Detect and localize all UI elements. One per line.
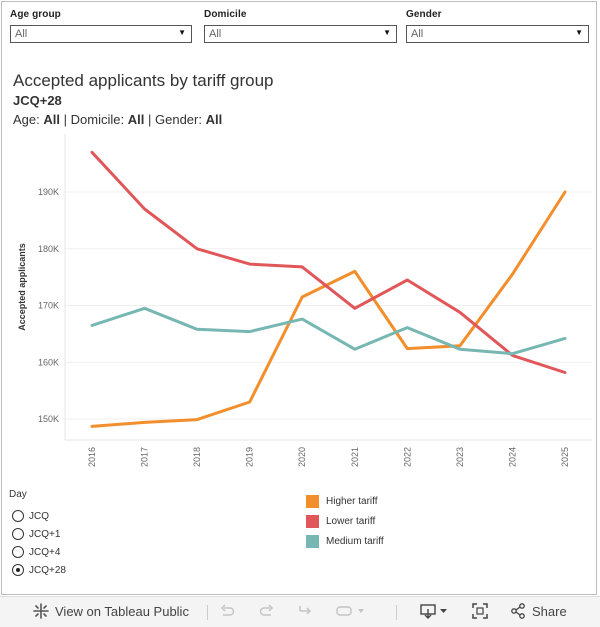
day-option-label: JCQ: [29, 510, 49, 522]
series-line-higher-tariff[interactable]: [90, 190, 567, 428]
fullscreen-icon: [472, 603, 488, 619]
line-chart[interactable]: Accepted applicants 150K 160K 170K 180K 190K…: [0, 0, 600, 480]
view-on-tableau-public-label: View on Tableau Public: [55, 603, 189, 619]
gender-filter[interactable]: Gender All ▼: [406, 9, 589, 43]
x-tick-label: 2021: [350, 447, 360, 467]
y-tick-label: 170K: [38, 301, 59, 311]
age-group-filter[interactable]: Age group All ▼: [10, 9, 192, 43]
y-tick-label: 190K: [38, 187, 59, 197]
x-tick-label: 2017: [140, 447, 150, 467]
summary-separator: |: [63, 112, 68, 127]
day-option-jcq-4[interactable]: JCQ+4: [9, 543, 66, 561]
day-option-label: JCQ+28: [29, 564, 66, 576]
domicile-filter[interactable]: Domicile All ▼: [204, 9, 397, 43]
summary-separator: |: [147, 112, 152, 127]
viz-frame: [1, 1, 597, 595]
download-button[interactable]: [420, 603, 448, 619]
y-tick-labels: 150K 160K 170K 180K 190K: [38, 187, 59, 424]
x-tick-labels: 2016 2017 2018 2019 2020 2021 2022 2023 2024 2025: [87, 447, 570, 467]
gender-select[interactable]: All ▼: [406, 25, 589, 43]
legend-item-higher-tariff[interactable]: Higher tariff: [306, 491, 384, 511]
legend-swatch: [306, 494, 319, 508]
y-tick-label: 160K: [38, 357, 59, 367]
toolbar-divider: [207, 605, 208, 620]
tableau-logo-icon: [33, 603, 49, 619]
domicile-summary-value: All: [127, 112, 145, 127]
chevron-down-icon[interactable]: ▼: [575, 28, 583, 37]
radio-button[interactable]: [12, 510, 24, 522]
revert-button[interactable]: [298, 603, 314, 619]
chart-title: Accepted applicants by tariff group: [13, 71, 274, 90]
share-icon: [511, 603, 525, 619]
share-label: Share: [532, 603, 567, 619]
chart-gridlines: [65, 191, 592, 420]
share-button[interactable]: Share: [510, 603, 567, 619]
domicile-filter-label: Domicile: [204, 9, 247, 20]
age-summary-value: All: [43, 112, 60, 127]
y-tick-label: 180K: [38, 244, 59, 254]
legend-label: Higher tariff: [326, 495, 378, 507]
legend-item-medium-tariff[interactable]: Medium tariff: [306, 531, 384, 551]
day-option-jcq-1[interactable]: JCQ+1: [9, 525, 66, 543]
legend-label: Lower tariff: [326, 515, 376, 527]
filter-summary: Age: All | Domicile: All | Gender: All: [13, 112, 222, 127]
fullscreen-button[interactable]: [472, 603, 488, 619]
series-line-medium-tariff[interactable]: [90, 306, 567, 356]
radio-button[interactable]: [12, 564, 24, 576]
legend-swatch: [306, 514, 319, 528]
age-summary-label: Age:: [13, 112, 40, 127]
refresh-icon: [336, 606, 364, 616]
revert-icon: [299, 606, 312, 615]
x-tick-label: 2024: [507, 447, 517, 467]
domicile-summary-label: Domicile:: [70, 112, 125, 127]
redo-icon: [259, 604, 274, 616]
series-lines[interactable]: [90, 150, 567, 428]
chevron-down-icon[interactable]: ▼: [178, 28, 186, 37]
toolbar-divider: [396, 605, 397, 620]
gender-filter-label: Gender: [406, 9, 442, 20]
tableau-toolbar: View on Tableau Public Share: [0, 596, 600, 627]
age-group-select-value: All: [15, 28, 28, 40]
series-legend: Higher tariff Lower tariff Medium tariff: [306, 491, 384, 551]
legend-swatch: [306, 534, 319, 548]
gender-select-value: All: [411, 28, 424, 40]
chart-subtitle: JCQ+28: [13, 93, 62, 108]
x-tick-label: 2020: [297, 447, 307, 467]
day-parameter[interactable]: Day JCQ JCQ+1 JCQ+4 JCQ+28: [9, 489, 66, 579]
age-group-filter-label: Age group: [10, 9, 61, 20]
chevron-down-icon[interactable]: ▼: [383, 28, 391, 37]
y-axis-title: Accepted applicants: [17, 243, 27, 331]
x-tick-label: 2018: [192, 447, 202, 467]
legend-item-lower-tariff[interactable]: Lower tariff: [306, 511, 384, 531]
redo-button[interactable]: [259, 603, 275, 619]
undo-icon: [220, 604, 235, 616]
day-option-label: JCQ+1: [29, 528, 61, 540]
legend-label: Medium tariff: [326, 535, 384, 547]
series-line-lower-tariff[interactable]: [90, 150, 567, 374]
day-option-label: JCQ+4: [29, 546, 61, 558]
radio-button[interactable]: [12, 546, 24, 558]
x-tick-label: 2022: [402, 447, 412, 467]
undo-button[interactable]: [219, 603, 235, 619]
x-tick-label: 2023: [455, 447, 465, 467]
radio-button[interactable]: [12, 528, 24, 540]
x-tick-label: 2016: [87, 447, 97, 467]
y-tick-label: 150K: [38, 414, 59, 424]
day-option-jcq[interactable]: JCQ: [9, 507, 66, 525]
domicile-select-value: All: [209, 28, 222, 40]
refresh-button[interactable]: [336, 603, 364, 619]
domicile-select[interactable]: All ▼: [204, 25, 397, 43]
day-parameter-title: Day: [9, 489, 27, 500]
age-group-select[interactable]: All ▼: [10, 25, 192, 43]
download-icon: [420, 604, 447, 619]
view-on-tableau-public-link[interactable]: View on Tableau Public: [33, 603, 189, 619]
x-tick-label: 2019: [245, 447, 255, 467]
x-tick-label: 2025: [560, 447, 570, 467]
day-option-jcq-28[interactable]: JCQ+28: [9, 561, 66, 579]
gender-summary-label: Gender:: [155, 112, 202, 127]
gender-summary-value: All: [205, 112, 223, 127]
